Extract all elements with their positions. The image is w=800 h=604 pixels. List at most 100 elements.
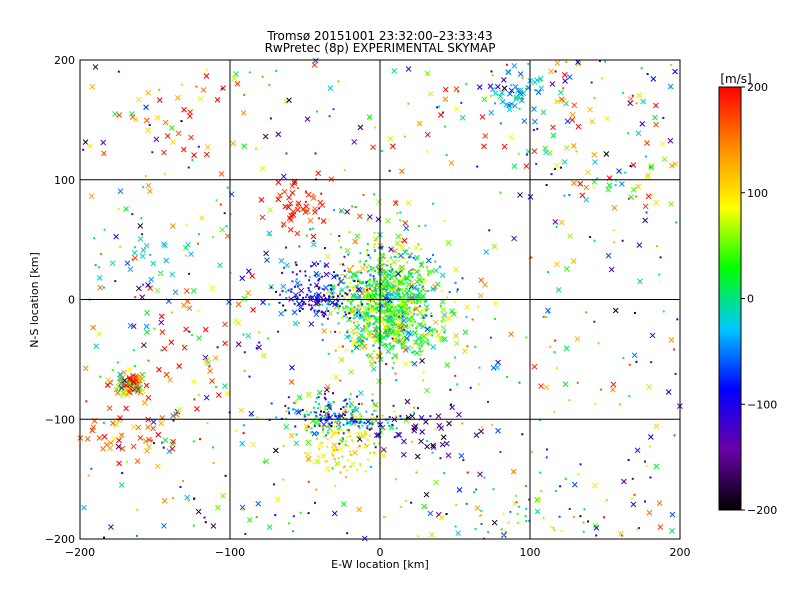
scatter-point: [334, 349, 337, 352]
scatter-point-stroke: [248, 410, 255, 417]
scatter-point: [410, 317, 413, 320]
scatter-point: [507, 90, 513, 97]
scatter-point-stroke: [552, 219, 559, 225]
scatter-point: [553, 162, 560, 169]
scatter-point: [531, 118, 538, 125]
scatter-point: [366, 338, 368, 341]
scatter-point: [216, 262, 223, 269]
scatter-point: [386, 297, 389, 300]
scatter-point-stroke: [628, 194, 634, 201]
scatter-point-stroke: [277, 192, 283, 199]
scatter-point-stroke: [131, 386, 138, 393]
scatter-point: [338, 357, 345, 363]
scatter-point: [570, 143, 577, 149]
scatter-point: [90, 324, 96, 331]
scatter-point-stroke: [285, 204, 292, 211]
scatter-point: [405, 345, 412, 352]
scatter-point: [142, 283, 145, 286]
scatter-point-stroke: [385, 323, 392, 330]
scatter-point-stroke: [351, 139, 358, 145]
scatter-point: [510, 84, 513, 87]
scatter-point: [331, 434, 334, 437]
scatter-point-stroke: [437, 112, 444, 118]
scatter-point-stroke: [511, 235, 517, 242]
scatter-point-stroke: [280, 283, 287, 290]
scatter-point: [310, 304, 313, 307]
scatter-point: [583, 184, 590, 191]
scatter-point: [400, 278, 403, 281]
scatter-point: [644, 460, 647, 463]
scatter-point: [376, 422, 379, 425]
scatter-point-stroke: [405, 66, 412, 72]
scatter-point-stroke: [618, 530, 624, 537]
scatter-point: [351, 299, 354, 302]
scatter-point: [563, 345, 570, 352]
scatter-point-stroke: [137, 236, 144, 242]
scatter-point-stroke: [259, 165, 266, 172]
scatter-point: [391, 278, 398, 285]
scatter-point: [399, 264, 405, 271]
scatter-point: [500, 528, 503, 531]
scatter-point: [326, 438, 329, 441]
scatter-point: [344, 315, 347, 318]
scatter-point: [424, 224, 427, 227]
scatter-point: [618, 530, 624, 537]
scatter-point: [291, 271, 294, 274]
scatter-point: [309, 228, 312, 231]
scatter-point: [368, 288, 371, 291]
scatter-point: [343, 168, 346, 171]
scatter-point: [139, 387, 146, 394]
scatter-point: [386, 281, 389, 284]
grid-lines: [80, 60, 680, 539]
scatter-point-stroke: [260, 299, 266, 306]
scatter-point-stroke: [352, 238, 359, 245]
scatter-point: [380, 274, 383, 277]
scatter-point: [298, 287, 305, 294]
scatter-point: [310, 233, 317, 240]
scatter-point: [309, 283, 312, 286]
scatter-point: [579, 192, 586, 199]
scatter-point-stroke: [141, 342, 147, 349]
scatter-point: [353, 408, 356, 411]
scatter-point: [351, 414, 354, 417]
scatter-point-stroke: [259, 214, 266, 221]
scatter-point: [296, 394, 303, 401]
scatter-point-stroke: [307, 217, 314, 224]
scatter-point: [564, 118, 571, 125]
scatter-point: [305, 391, 312, 398]
scatter-point: [346, 266, 353, 273]
scatter-point-stroke: [380, 452, 387, 459]
scatter-point: [158, 319, 165, 326]
scatter-point: [337, 414, 340, 417]
scatter-point: [143, 104, 149, 111]
scatter-point: [317, 207, 320, 210]
scatter-point: [535, 89, 542, 96]
scatter-point: [534, 497, 540, 503]
scatter-point: [172, 289, 179, 296]
scatter-point: [410, 272, 413, 275]
scatter-point: [585, 311, 588, 314]
scatter-point-stroke: [417, 309, 423, 316]
scatter-point-stroke: [456, 486, 463, 493]
scatter-point: [362, 281, 365, 284]
scatter-point: [169, 223, 176, 229]
scatter-point: [345, 398, 348, 401]
scatter-point: [338, 278, 344, 285]
scatter-point: [360, 282, 363, 285]
scatter-point: [92, 64, 99, 70]
scatter-point: [419, 357, 425, 364]
scatter-point-stroke: [462, 348, 468, 354]
scatter-point-stroke: [155, 431, 162, 438]
scatter-point: [357, 296, 360, 299]
scatter-point-stroke: [401, 438, 407, 445]
scatter-point: [338, 442, 341, 445]
scatter-point: [444, 362, 451, 368]
scatter-point: [130, 443, 137, 450]
scatter-point-stroke: [636, 92, 643, 99]
scatter-point-stroke: [100, 139, 107, 146]
scatter-point: [568, 194, 571, 197]
scatter-point: [385, 323, 392, 330]
scatter-point-stroke: [521, 118, 528, 124]
scatter-point: [316, 291, 322, 298]
scatter-point-stroke: [647, 434, 654, 440]
